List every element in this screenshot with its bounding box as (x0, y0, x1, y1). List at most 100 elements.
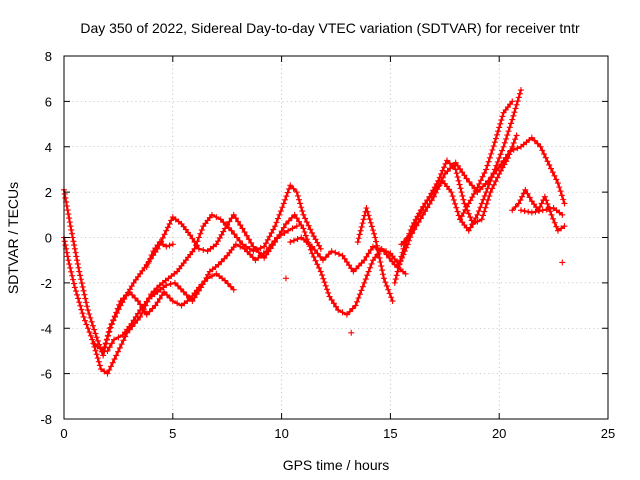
data-marker (312, 236, 319, 243)
data-marker (371, 230, 378, 237)
data-marker (61, 238, 68, 245)
data-marker (426, 200, 433, 207)
data-marker (474, 184, 481, 191)
data-marker (314, 250, 321, 257)
data-marker (236, 237, 243, 244)
data-marker (467, 197, 474, 204)
data-marker (317, 253, 324, 260)
data-marker (374, 246, 381, 253)
data-marker (71, 245, 78, 252)
data-marker (314, 261, 321, 268)
data-marker (166, 242, 173, 249)
data-marker (263, 240, 270, 247)
data-marker (116, 301, 123, 308)
data-marker (74, 260, 81, 267)
data-marker (284, 189, 291, 196)
data-marker (556, 184, 563, 191)
data-marker (492, 178, 499, 185)
data-marker (343, 259, 350, 266)
data-marker (230, 211, 237, 218)
data-marker (307, 226, 314, 233)
data-marker (322, 254, 329, 261)
data-marker (221, 255, 228, 262)
y-tick-label: 2 (45, 185, 52, 200)
data-marker (159, 234, 166, 241)
data-marker (373, 238, 380, 245)
data-marker (512, 105, 519, 112)
data-marker (309, 250, 316, 257)
data-marker (396, 260, 403, 267)
data-marker (496, 124, 503, 131)
data-marker (554, 180, 561, 187)
data-marker (485, 196, 492, 203)
data-marker (300, 225, 307, 232)
data-marker (515, 94, 522, 101)
data-marker (296, 196, 303, 203)
data-marker (228, 227, 235, 234)
data-marker (77, 302, 84, 309)
data-marker (496, 155, 503, 162)
data-marker (358, 223, 365, 230)
data-marker (164, 224, 171, 231)
data-marker (204, 275, 211, 282)
data-marker (134, 298, 141, 305)
data-marker (108, 320, 115, 327)
data-marker (468, 217, 475, 224)
data-marker (79, 283, 86, 290)
data-marker (72, 288, 79, 295)
data-marker (522, 186, 529, 193)
data-marker (293, 223, 300, 230)
data-marker (66, 219, 73, 226)
data-marker (282, 196, 289, 203)
data-marker (332, 249, 339, 256)
data-marker (243, 232, 250, 239)
data-marker (105, 332, 112, 339)
data-marker (237, 243, 244, 250)
data-marker (476, 180, 483, 187)
data-marker (106, 344, 113, 351)
data-marker (101, 368, 108, 375)
data-marker (504, 132, 511, 139)
data-marker (470, 220, 477, 227)
data-marker (424, 204, 431, 211)
data-marker (106, 366, 113, 373)
data-marker (74, 257, 81, 264)
data-marker (75, 264, 82, 271)
data-marker (519, 193, 526, 200)
data-marker (277, 232, 284, 239)
data-marker (72, 249, 79, 256)
data-marker (542, 154, 549, 161)
data-marker (195, 284, 202, 291)
data-marker (452, 200, 459, 207)
data-marker (110, 316, 117, 323)
data-marker (406, 232, 413, 239)
data-marker (416, 210, 423, 217)
data-marker (363, 205, 370, 212)
data-marker (548, 211, 555, 218)
data-marker (434, 186, 441, 193)
data-marker (398, 241, 405, 248)
data-marker (415, 219, 422, 226)
data-marker (362, 276, 369, 283)
data-marker (500, 143, 507, 150)
data-marker (215, 261, 222, 268)
data-marker (272, 223, 279, 230)
data-marker (296, 218, 303, 225)
data-marker (325, 289, 332, 296)
data-marker (320, 275, 327, 282)
data-marker (453, 204, 460, 211)
data-marker (65, 257, 72, 264)
y-tick-label: 0 (45, 231, 52, 246)
data-marker (152, 302, 159, 309)
data-marker (346, 308, 353, 315)
data-marker (365, 268, 372, 275)
data-marker (293, 189, 300, 196)
data-marker (494, 131, 501, 138)
data-marker (448, 189, 455, 196)
data-marker (271, 237, 278, 244)
data-marker (482, 180, 489, 187)
data-marker (428, 190, 435, 197)
data-marker (458, 189, 465, 196)
data-marker (484, 162, 491, 169)
